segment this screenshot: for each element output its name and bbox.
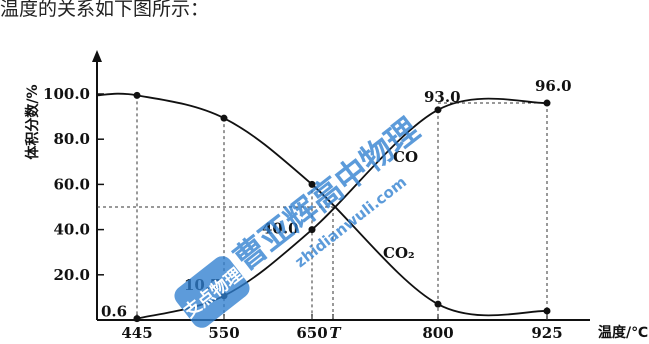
y-ticks: 20.0 40.0 60.0 80.0 100.0 <box>43 85 104 284</box>
x-tick-label: 650 <box>296 324 327 342</box>
y-tick-label: 20.0 <box>53 266 90 284</box>
y-tick-label: 60.0 <box>53 175 90 193</box>
x-tick-label: 550 <box>208 324 239 342</box>
y-axis-label: 体积分数/% <box>24 84 41 159</box>
y-axis-arrow <box>92 50 102 62</box>
data-label: 0.6 <box>101 303 127 321</box>
x-axis-label: 温度/℃ <box>598 324 648 341</box>
x-tick-label: 800 <box>422 324 453 342</box>
point-CO2 <box>434 300 442 308</box>
point-CO2 <box>133 91 141 99</box>
point-CO <box>434 106 442 114</box>
point-CO <box>133 315 141 323</box>
x-tick-label: T <box>329 324 342 342</box>
x-tick-label: 445 <box>121 324 152 342</box>
y-tick-label: 100.0 <box>43 85 90 103</box>
series-label-CO2: CO₂ <box>383 244 415 262</box>
y-tick-label: 80.0 <box>53 130 90 148</box>
watermark: 曹亚辉高中物理 zhidianwuli.com 支点物理 <box>174 110 426 328</box>
x-tick-label: 925 <box>531 324 562 342</box>
data-label: 96.0 <box>535 77 572 95</box>
data-label: 40.0 <box>262 220 299 238</box>
point-CO <box>308 226 316 234</box>
point-CO2 <box>543 307 551 315</box>
series-label-CO: CO <box>393 148 418 166</box>
y-tick-label: 40.0 <box>53 221 90 239</box>
point-CO <box>543 99 551 107</box>
x-ticks: 445 550 650 T 800 925 <box>121 314 563 342</box>
point-CO2 <box>220 114 228 122</box>
point-CO2 <box>308 180 316 188</box>
intro-text: 温度的关系如下图所示： <box>0 0 210 20</box>
data-label: 93.0 <box>424 88 461 106</box>
